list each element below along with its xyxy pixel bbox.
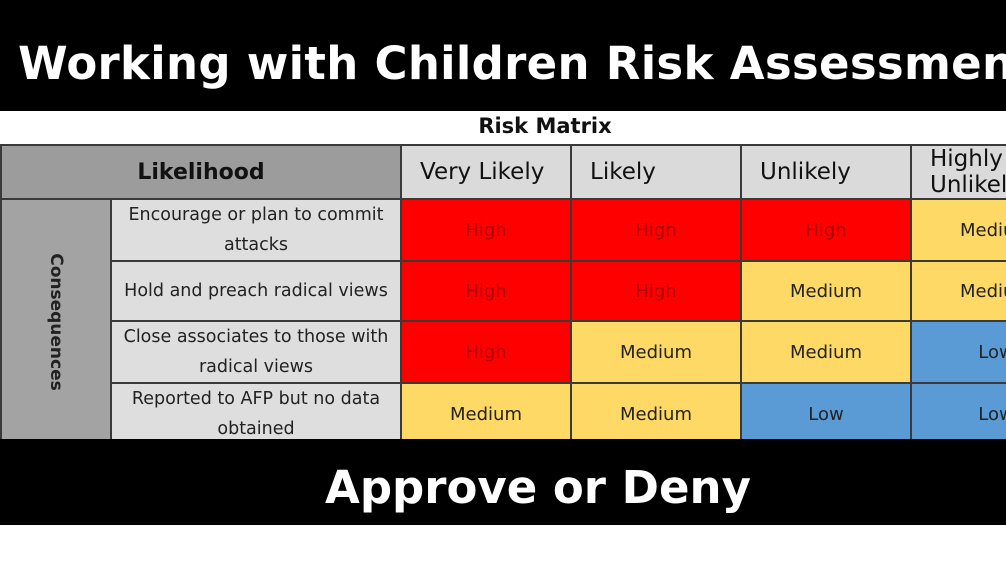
risk-cell: High	[740, 198, 912, 262]
row-label: Reported to AFP but no data obtained	[110, 382, 402, 439]
row-label: Close associates to those with radical v…	[110, 320, 402, 384]
subtitle: Approve or Deny	[325, 461, 751, 514]
risk-cell: Medium	[910, 260, 1006, 322]
risk-cell: Low	[740, 382, 912, 439]
consequences-label: Consequences	[46, 253, 66, 391]
risk-cell: High	[400, 260, 572, 322]
table-row: Reported to AFP but no data obtained Med…	[1, 382, 1006, 439]
risk-cell: Medium	[740, 260, 912, 322]
risk-cell: Low	[910, 382, 1006, 439]
column-header: Highly Unlikely	[910, 144, 1006, 200]
subtitle-banner	[0, 439, 1006, 525]
consequences-header: Consequences	[0, 198, 112, 439]
column-header: Very Likely	[400, 144, 572, 200]
table-row: Close associates to those with radical v…	[1, 320, 1006, 384]
risk-cell: High	[570, 198, 742, 262]
likelihood-header: Likelihood	[0, 144, 402, 200]
risk-cell: Medium	[570, 382, 742, 439]
column-header: Likely	[570, 144, 742, 200]
row-label: Hold and preach radical views	[110, 260, 402, 322]
table-row: Hold and preach radical views High High …	[1, 260, 1006, 322]
page-title: Working with Children Risk Assessment	[18, 37, 1006, 90]
title-banner: Working with Children Risk Assessment	[0, 0, 1006, 111]
risk-cell: Low	[910, 320, 1006, 384]
risk-cell: High	[570, 260, 742, 322]
table-row: Consequences Encourage or plan to commit…	[0, 198, 1006, 439]
risk-matrix-table: Likelihood Very Likely Likely Unlikely H…	[0, 144, 1006, 439]
header-row: Likelihood Very Likely Likely Unlikely H…	[0, 144, 1006, 200]
risk-cell: Medium	[400, 382, 572, 439]
row-label: Encourage or plan to commit attacks	[110, 198, 402, 262]
risk-matrix: Risk Matrix Likelihood Very Likely Likel…	[0, 111, 1006, 439]
matrix-title: Risk Matrix	[478, 114, 612, 138]
risk-cell: Medium	[910, 198, 1006, 262]
risk-cell: High	[400, 320, 572, 384]
risk-cell: Medium	[740, 320, 912, 384]
risk-cell: High	[400, 198, 572, 262]
risk-cell: Medium	[570, 320, 742, 384]
column-header: Unlikely	[740, 144, 912, 200]
